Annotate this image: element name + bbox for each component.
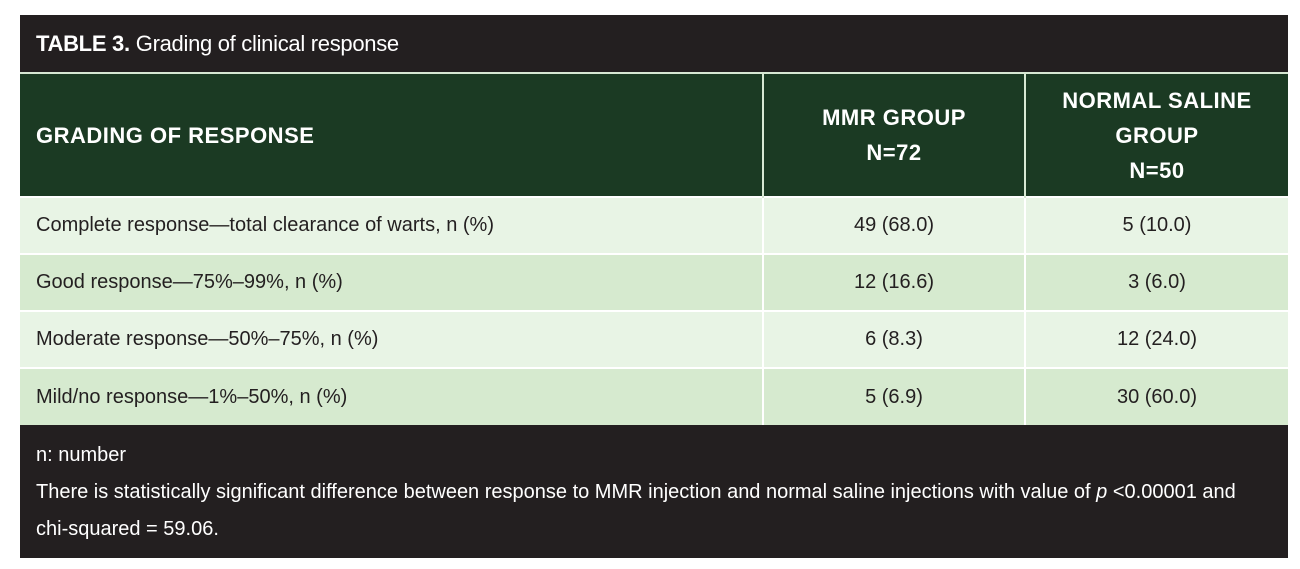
- header-mmr-line-2: N=72: [866, 140, 922, 165]
- table-3-frame: TABLE 3. Grading of clinical response GR…: [20, 15, 1288, 558]
- row-mmr-value: 5 (6.9): [763, 367, 1026, 425]
- table-row: Mild/no response—1%–50%, n (%) 5 (6.9) 3…: [20, 367, 1288, 425]
- footnote-abbreviation: n: number: [36, 444, 127, 466]
- header-grading-of-response: GRADING OF RESPONSE: [20, 72, 764, 197]
- table-footnotes: n: number There is statistically signifi…: [20, 425, 1288, 548]
- footnote-p-symbol: p: [1096, 481, 1108, 503]
- row-mmr-value: 49 (68.0): [763, 196, 1026, 254]
- row-mmr-value: 12 (16.6): [763, 253, 1026, 311]
- footnote-significance: There is statistically significant diffe…: [36, 474, 1272, 548]
- table-header-row: GRADING OF RESPONSE MMR GROUP N=72 NORMA…: [20, 72, 1288, 197]
- row-saline-value: 5 (10.0): [1025, 196, 1288, 254]
- table-caption-title: Grading of clinical response: [135, 30, 399, 56]
- row-label: Moderate response—50%–75%, n (%): [20, 310, 764, 368]
- header-normal-saline-group: NORMAL SALINE GROUP N=50: [1025, 72, 1288, 197]
- row-saline-value: 3 (6.0): [1025, 253, 1288, 311]
- row-mmr-value: 6 (8.3): [763, 310, 1026, 368]
- table-row: Good response—75%–99%, n (%) 12 (16.6) 3…: [20, 253, 1288, 311]
- header-saline-line-1: NORMAL SALINE: [1062, 87, 1252, 113]
- row-saline-value: 30 (60.0): [1025, 367, 1288, 425]
- table-row: Moderate response—50%–75%, n (%) 6 (8.3)…: [20, 310, 1288, 368]
- header-mmr-group: MMR GROUP N=72: [763, 72, 1026, 197]
- row-label: Complete response—total clearance of war…: [20, 196, 764, 254]
- table-caption: TABLE 3. Grading of clinical response: [20, 15, 1288, 72]
- clinical-response-table: GRADING OF RESPONSE MMR GROUP N=72 NORMA…: [20, 72, 1288, 425]
- header-saline-line-2: GROUP: [1115, 122, 1199, 148]
- table-row: Complete response—total clearance of war…: [20, 196, 1288, 254]
- row-saline-value: 12 (24.0): [1025, 310, 1288, 368]
- header-saline-line-3: N=50: [1129, 157, 1185, 183]
- row-label: Mild/no response—1%–50%, n (%): [20, 367, 764, 425]
- header-mmr-line-1: MMR GROUP: [822, 105, 966, 130]
- footnote-significance-text-1: There is statistically significant diffe…: [36, 481, 1097, 503]
- footnote-significance-text-2: <0.00001 and chi-squared = 59.06.: [36, 481, 1236, 540]
- row-label: Good response—75%–99%, n (%): [20, 253, 764, 311]
- table-caption-label: TABLE 3.: [36, 30, 130, 56]
